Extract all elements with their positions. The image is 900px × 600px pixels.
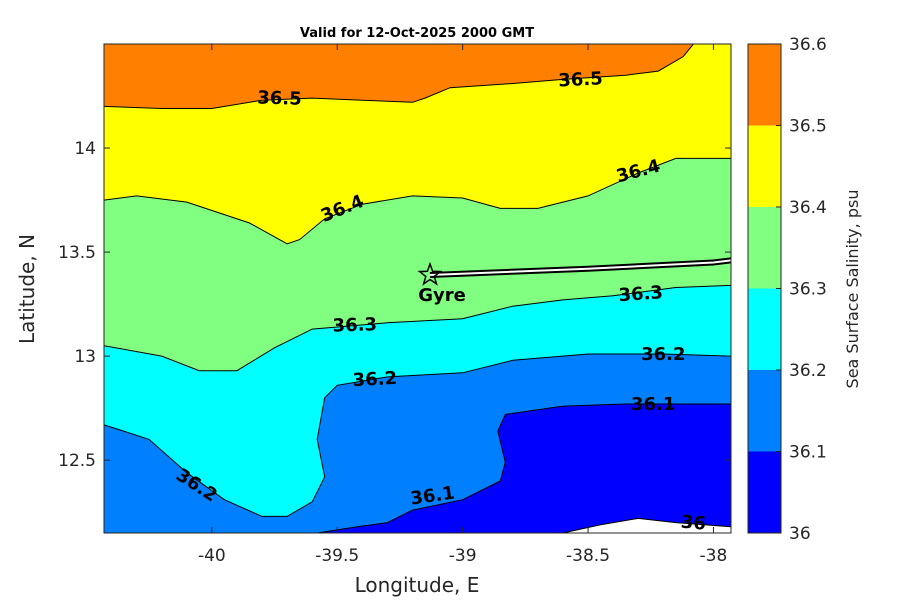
contour-label: 36.2 [352,368,397,391]
star-marker-icon [417,261,443,286]
colorbar-tick-label: 36.4 [789,198,827,218]
colorbar: 36 36.1 36.2 36.3 36.4 36.5 36.6 Sea Surface S… [747,35,862,544]
contour-label: 36 [680,512,707,535]
contour-label: 36.5 [558,68,603,91]
track-line [429,259,731,276]
colorbar-label: Sea Surface Salinity, psu [843,190,862,389]
colorbar-band-36.2 [748,288,781,370]
y-tick-label: 13 [74,347,96,367]
y-tick-label: 13.5 [58,243,96,263]
x-axis-label: Longitude, E [355,573,480,597]
colorbar-band-36.4 [748,125,781,207]
colorbar-tick-label: 36.3 [789,280,827,300]
colorbar-tick-label: 36.1 [789,443,827,463]
contour-line-36.5 [104,44,694,109]
colorbar-tick-label: 36.2 [789,361,827,381]
x-tick-label: -40 [198,546,226,566]
y-tick-label: 14 [74,139,96,159]
colorbar-tick-label: 36 [789,524,811,544]
contour-label: 36.3 [618,282,664,306]
contour-label: 36.5 [257,87,302,110]
colorbar-band-36.3 [748,207,781,289]
y-axis-label: Latitude, N [15,234,39,344]
x-tick-label: -38.5 [566,546,610,566]
colorbar-tick-label: 36.6 [789,35,827,55]
contour-line-36.1 [317,403,731,533]
contour-label: 36.3 [332,314,377,337]
band-below-36.1 [317,404,731,533]
x-tick-label: -39.5 [315,546,359,566]
x-tick-label: -38 [700,546,728,566]
x-tick-label: -39 [449,546,477,566]
colorbar-band-36 [748,451,781,533]
plot-frame [103,43,732,534]
colorbar-band-36.5 [748,44,781,126]
contour-line-36.2 [104,353,731,517]
contour-label: 36.1 [631,394,675,415]
plot-area [104,44,731,533]
contour-label: 36.2 [641,344,685,365]
colorbar-tick-label: 36.5 [789,117,827,137]
annotation-label: Gyre [418,285,466,306]
contour-line-36.4 [104,157,731,245]
colorbar-band-36.1 [748,370,781,452]
y-tick-label: 12.5 [58,451,96,471]
band-below-36 [563,518,731,533]
contour-line-36.3 [104,284,731,372]
chart-title: Valid for 12-Oct-2025 2000 GMT [300,26,534,41]
